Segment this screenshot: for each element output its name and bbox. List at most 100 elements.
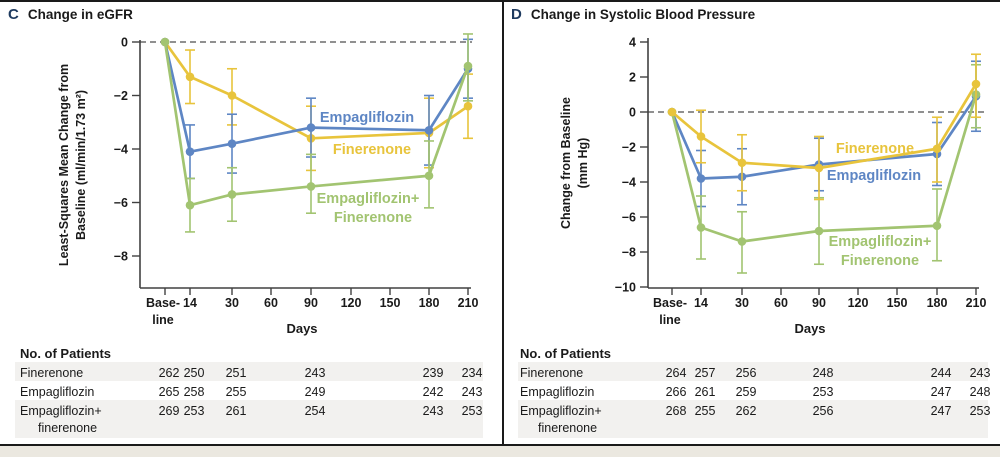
table-cell: 256 bbox=[813, 404, 834, 418]
x-axis-title: Days bbox=[286, 321, 317, 336]
x-tick-label-baseline: Base- bbox=[653, 296, 687, 310]
legend-label-finerenone: Finerenone bbox=[836, 141, 914, 157]
data-point-finerenone bbox=[932, 144, 942, 154]
x-tick-label: 180 bbox=[927, 296, 948, 310]
table-cell: 243 bbox=[462, 385, 483, 399]
x-tick-label: 30 bbox=[225, 296, 239, 310]
table-row-label: Finerenone bbox=[520, 366, 583, 380]
y-tick-label: −4 bbox=[114, 143, 128, 157]
x-tick-label: 150 bbox=[887, 296, 908, 310]
y-tick-label: −6 bbox=[622, 211, 636, 225]
data-point-empagliflozin-finerenone bbox=[160, 37, 170, 47]
table-row-label-wrap: finerenone bbox=[38, 421, 97, 435]
table-cell: 239 bbox=[423, 366, 444, 380]
data-point-empagliflozin-finerenone bbox=[696, 223, 706, 232]
table-row-label: Empagliflozin+ bbox=[520, 404, 602, 418]
y-tick-label: −8 bbox=[622, 246, 636, 260]
table-cell: 262 bbox=[736, 404, 757, 418]
table-cell: 249 bbox=[305, 385, 326, 399]
table-row-label: Empagliflozin bbox=[20, 385, 94, 399]
legend-label-finerenone: Finerenone bbox=[333, 142, 411, 158]
table-cell: 253 bbox=[813, 385, 834, 399]
table-row-shading bbox=[15, 362, 483, 381]
x-tick-label: 90 bbox=[304, 296, 318, 310]
data-point-empagliflozin-finerenone bbox=[463, 61, 473, 71]
panel-d-title: Change in Systolic Blood Pressure bbox=[530, 7, 756, 22]
patients-table-header: No. of Patients bbox=[520, 346, 611, 361]
data-point-empagliflozin bbox=[306, 123, 316, 132]
data-point-empagliflozin-finerenone bbox=[932, 221, 942, 231]
x-axis-title: Days bbox=[794, 321, 825, 336]
table-cell: 264 bbox=[666, 366, 687, 380]
panel-d-header: D Change in Systolic Blood Pressure bbox=[511, 6, 755, 24]
x-tick-label: 150 bbox=[380, 296, 401, 310]
table-cell: 254 bbox=[305, 404, 326, 418]
figure-top-border bbox=[0, 0, 1000, 2]
x-tick-label: 120 bbox=[848, 296, 869, 310]
x-tick-label: 30 bbox=[735, 296, 749, 310]
panel-c-title: Change in eGFR bbox=[27, 7, 133, 22]
table-row-shading bbox=[518, 400, 988, 438]
table-cell: 248 bbox=[813, 366, 834, 380]
x-tick-label-baseline: line bbox=[152, 313, 174, 327]
figure-bottom-margin-strip bbox=[0, 446, 1000, 457]
systolic-bp-change-chart: 4 2 0 −2 −4 −6 −8 −10 Base-line 14 30 60 90 120 150 180… bbox=[518, 36, 991, 438]
legend-label-empagliflozin-finerenone: Empagliflozin+ bbox=[317, 191, 420, 207]
x-tick-label-baseline: line bbox=[659, 313, 681, 327]
x-tick-label: 120 bbox=[341, 296, 362, 310]
table-row-label: Finerenone bbox=[20, 366, 83, 380]
y-tick-label: −10 bbox=[615, 281, 636, 295]
y-axis-title: Change from Baseline bbox=[559, 97, 573, 229]
data-point-empagliflozin-finerenone bbox=[185, 200, 195, 210]
table-cell: 259 bbox=[736, 385, 757, 399]
y-tick-label: 2 bbox=[629, 71, 636, 85]
panel-d-letter: D bbox=[511, 6, 522, 23]
data-point-finerenone bbox=[814, 163, 824, 173]
table-cell: 248 bbox=[970, 385, 991, 399]
x-tick-label-baseline: Base- bbox=[146, 296, 180, 310]
table-cell: 262 bbox=[159, 366, 180, 380]
panel-c-header: C Change in eGFR bbox=[8, 6, 133, 24]
table-cell: 253 bbox=[462, 404, 483, 418]
table-cell: 253 bbox=[184, 404, 205, 418]
table-cell: 269 bbox=[159, 404, 180, 418]
table-cell: 255 bbox=[695, 404, 716, 418]
series-line-finerenone bbox=[670, 82, 978, 170]
series-line-empagliflozin-finerenone bbox=[670, 93, 978, 243]
y-tick-label: 0 bbox=[121, 36, 128, 50]
table-row-label: Empagliflozin bbox=[520, 385, 594, 399]
data-point-finerenone bbox=[463, 101, 473, 111]
x-tick-label: 60 bbox=[774, 296, 788, 310]
data-point-empagliflozin bbox=[696, 174, 706, 183]
legend-label-empagliflozin-finerenone: Finerenone bbox=[334, 210, 412, 226]
table-cell: 253 bbox=[970, 404, 991, 418]
table-cell: 255 bbox=[226, 385, 247, 399]
x-tick-label: 210 bbox=[458, 296, 479, 310]
egfr-change-chart: 0 −2 −4 −6 −8 Base-line 14 30 60 90 120 150 180 210 Da… bbox=[15, 33, 483, 438]
series-line-empagliflozin bbox=[163, 40, 470, 154]
table-cell: 242 bbox=[423, 385, 444, 399]
data-point-empagliflozin-finerenone bbox=[737, 237, 747, 246]
legend-label-empagliflozin: Empagliflozin bbox=[320, 110, 414, 126]
patients-table-header: No. of Patients bbox=[20, 346, 111, 361]
data-point-finerenone bbox=[696, 132, 706, 141]
table-row-shading bbox=[518, 362, 988, 381]
y-tick-label: 4 bbox=[629, 36, 636, 50]
table-cell: 247 bbox=[931, 385, 952, 399]
data-point-empagliflozin bbox=[185, 147, 195, 156]
series-line-empagliflozin-finerenone bbox=[163, 40, 470, 207]
y-tick-label: −6 bbox=[114, 196, 128, 210]
panel-divider-line bbox=[502, 2, 504, 444]
x-tick-label: 60 bbox=[264, 296, 278, 310]
table-cell: 243 bbox=[423, 404, 444, 418]
table-row-label-wrap: finerenone bbox=[538, 421, 597, 435]
table-cell: 250 bbox=[184, 366, 205, 380]
table-cell: 268 bbox=[666, 404, 687, 418]
data-point-finerenone bbox=[667, 107, 677, 117]
x-tick-label: 90 bbox=[812, 296, 826, 310]
table-cell: 261 bbox=[695, 385, 716, 399]
y-tick-label: −8 bbox=[114, 250, 128, 264]
y-tick-label: −2 bbox=[622, 141, 636, 155]
legend-label-empagliflozin-finerenone: Empagliflozin+ bbox=[829, 234, 932, 250]
